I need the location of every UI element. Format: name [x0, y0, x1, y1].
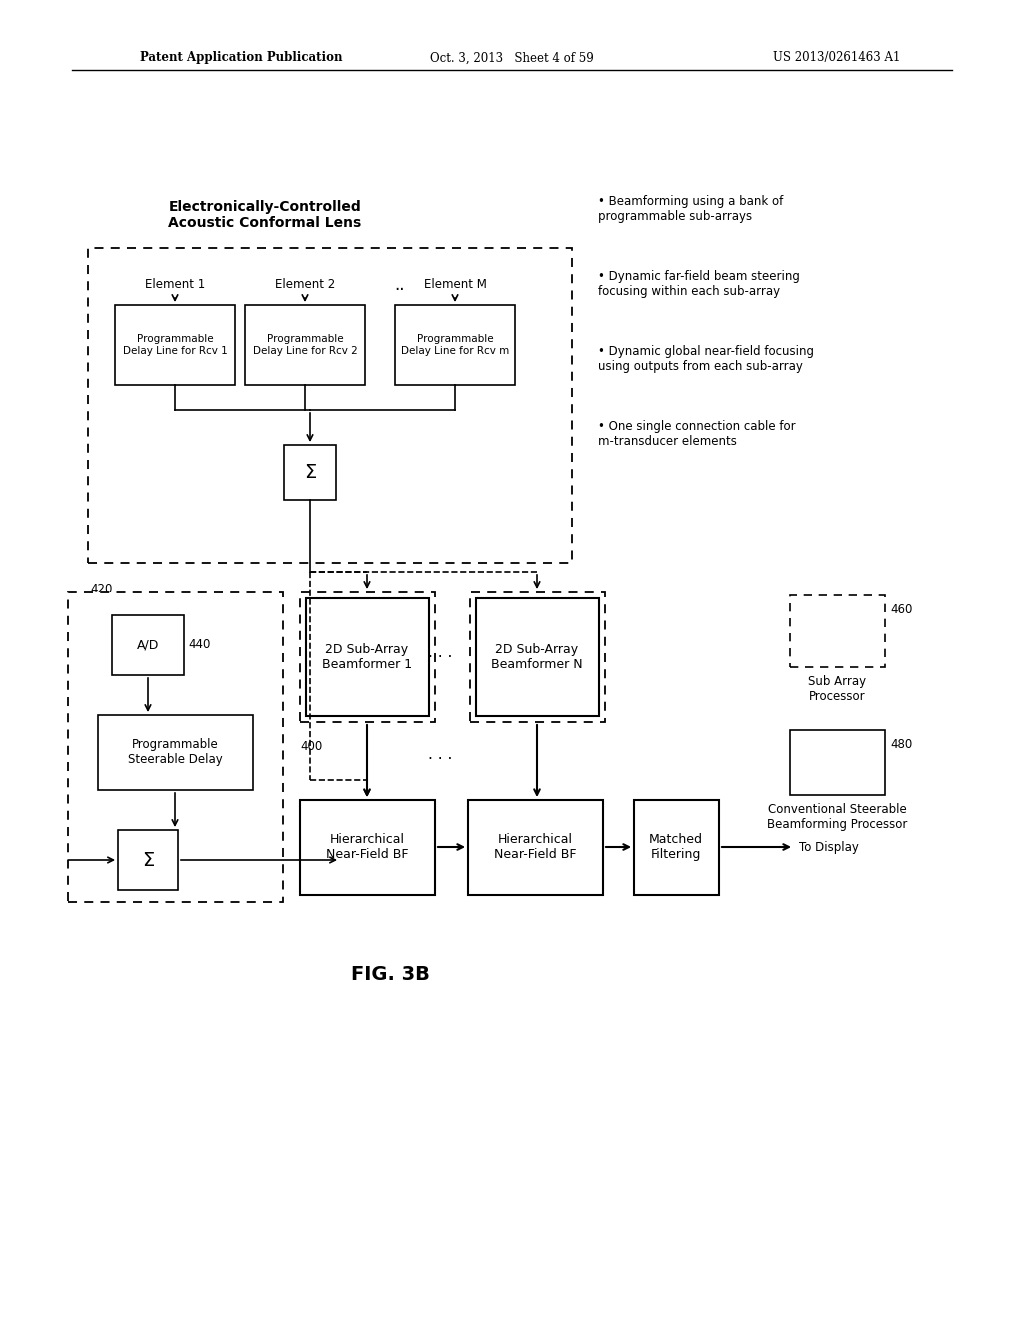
Text: To Display: To Display — [799, 841, 859, 854]
Text: Conventional Steerable
Beamforming Processor: Conventional Steerable Beamforming Proce… — [767, 803, 907, 832]
Text: Element 1: Element 1 — [144, 279, 205, 292]
Text: 480: 480 — [890, 738, 912, 751]
Text: Programmable
Delay Line for Rcv 2: Programmable Delay Line for Rcv 2 — [253, 334, 357, 356]
Bar — [115, 305, 234, 385]
Text: · · ·: · · · — [428, 649, 453, 664]
Text: Patent Application Publication: Patent Application Publication — [140, 51, 342, 65]
Text: 2D Sub-Array
Beamformer 1: 2D Sub-Array Beamformer 1 — [322, 643, 412, 671]
Bar — [98, 715, 253, 789]
Text: Hierarchical
Near-Field BF: Hierarchical Near-Field BF — [494, 833, 577, 861]
Bar — [790, 595, 885, 667]
Text: Oct. 3, 2013   Sheet 4 of 59: Oct. 3, 2013 Sheet 4 of 59 — [430, 51, 594, 65]
Text: US 2013/0261463 A1: US 2013/0261463 A1 — [773, 51, 900, 65]
Text: Σ: Σ — [304, 462, 316, 482]
Text: • One single connection cable for
m-transducer elements: • One single connection cable for m-tran… — [598, 420, 796, 447]
Text: · · ·: · · · — [428, 752, 453, 767]
Text: 2D Sub-Array
Beamformer N: 2D Sub-Array Beamformer N — [492, 643, 583, 671]
Bar — [112, 615, 184, 675]
Text: 460: 460 — [890, 603, 912, 616]
Bar — [470, 591, 605, 722]
Text: Sub Array
Processor: Sub Array Processor — [808, 675, 866, 704]
Text: 420: 420 — [90, 583, 113, 597]
Text: Programmable
Delay Line for Rcv 1: Programmable Delay Line for Rcv 1 — [123, 334, 227, 356]
Text: ··: ·· — [394, 281, 406, 300]
Bar — [306, 598, 429, 715]
Text: FIG. 3B: FIG. 3B — [350, 965, 429, 983]
Text: Matched
Filtering: Matched Filtering — [649, 833, 703, 861]
Bar — [88, 248, 572, 564]
Bar — [300, 591, 435, 722]
Bar — [395, 305, 515, 385]
Text: 440: 440 — [188, 639, 210, 652]
Text: Electronically-Controlled
Acoustic Conformal Lens: Electronically-Controlled Acoustic Confo… — [168, 201, 361, 230]
Text: Element 2: Element 2 — [274, 279, 335, 292]
Text: • Dynamic global near-field focusing
using outputs from each sub-array: • Dynamic global near-field focusing usi… — [598, 345, 814, 374]
Bar — [634, 800, 719, 895]
Text: • Dynamic far-field beam steering
focusing within each sub-array: • Dynamic far-field beam steering focusi… — [598, 271, 800, 298]
Bar — [118, 830, 178, 890]
Text: Programmable
Delay Line for Rcv m: Programmable Delay Line for Rcv m — [400, 334, 509, 356]
Bar — [300, 800, 435, 895]
Text: Hierarchical
Near-Field BF: Hierarchical Near-Field BF — [326, 833, 409, 861]
Bar — [245, 305, 365, 385]
Text: A/D: A/D — [137, 639, 159, 652]
Bar — [68, 591, 283, 902]
Bar — [468, 800, 603, 895]
Text: Σ: Σ — [142, 850, 155, 870]
Bar — [476, 598, 599, 715]
Text: 400: 400 — [300, 741, 323, 752]
Bar — [284, 445, 336, 500]
Text: Element M: Element M — [424, 279, 486, 292]
Text: Programmable
Steerable Delay: Programmable Steerable Delay — [128, 738, 222, 766]
Bar — [790, 730, 885, 795]
Text: • Beamforming using a bank of
programmable sub-arrays: • Beamforming using a bank of programmab… — [598, 195, 783, 223]
